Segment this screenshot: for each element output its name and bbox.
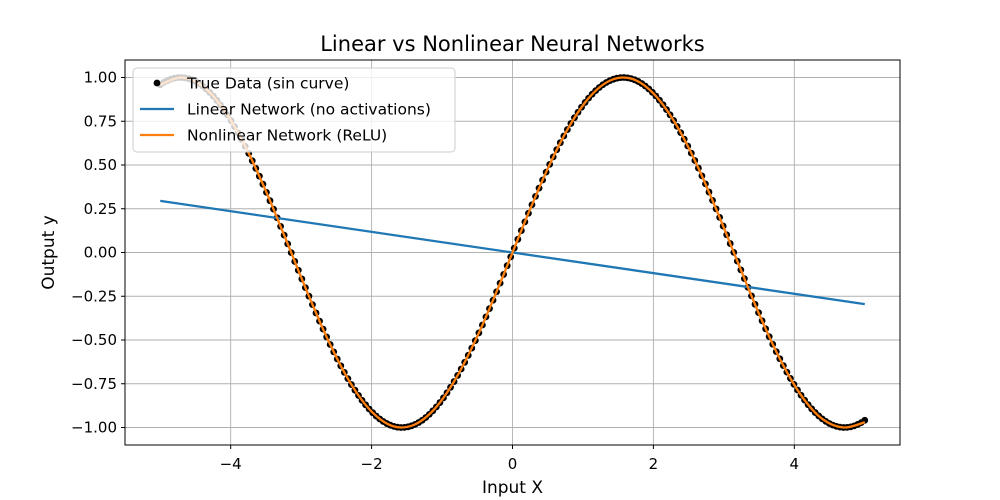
nonlinear-network-line (159, 76, 866, 429)
chart-title: Linear vs Nonlinear Neural Networks (320, 32, 705, 56)
legend-label: Nonlinear Network (ReLU) (187, 127, 387, 145)
y-tick-label: −0.50 (71, 331, 117, 349)
legend-label: Linear Network (no activations) (187, 101, 431, 119)
x-axis-label: Input X (482, 478, 543, 498)
y-tick-label: −0.75 (71, 375, 117, 393)
legend-label: True Data (sin curve) (186, 75, 349, 93)
x-tick-label: 4 (790, 455, 800, 473)
y-tick-label: −0.25 (71, 287, 117, 305)
x-tick-label: 0 (508, 455, 518, 473)
y-tick-label: 0.00 (84, 244, 117, 262)
legend: True Data (sin curve) Linear Network (no … (132, 67, 456, 153)
y-axis-label: Output y (39, 215, 59, 290)
legend-marker-true-data (153, 79, 161, 87)
x-tick-label: −4 (220, 455, 242, 473)
y-tick-label: 1.00 (84, 69, 117, 87)
y-tick-label: −1.00 (71, 419, 117, 437)
y-tick-label: 0.50 (84, 156, 117, 174)
y-tick-label: 0.75 (84, 112, 117, 130)
x-tick-label: 2 (649, 455, 659, 473)
axis-ticks: −4 −2 0 2 4 1.00 0.75 0.50 0.25 0.00 −0.25 −0.50 −0.… (71, 69, 799, 474)
y-tick-label: 0.25 (84, 200, 117, 218)
x-tick-label: −2 (361, 455, 383, 473)
legend-box (132, 67, 456, 153)
